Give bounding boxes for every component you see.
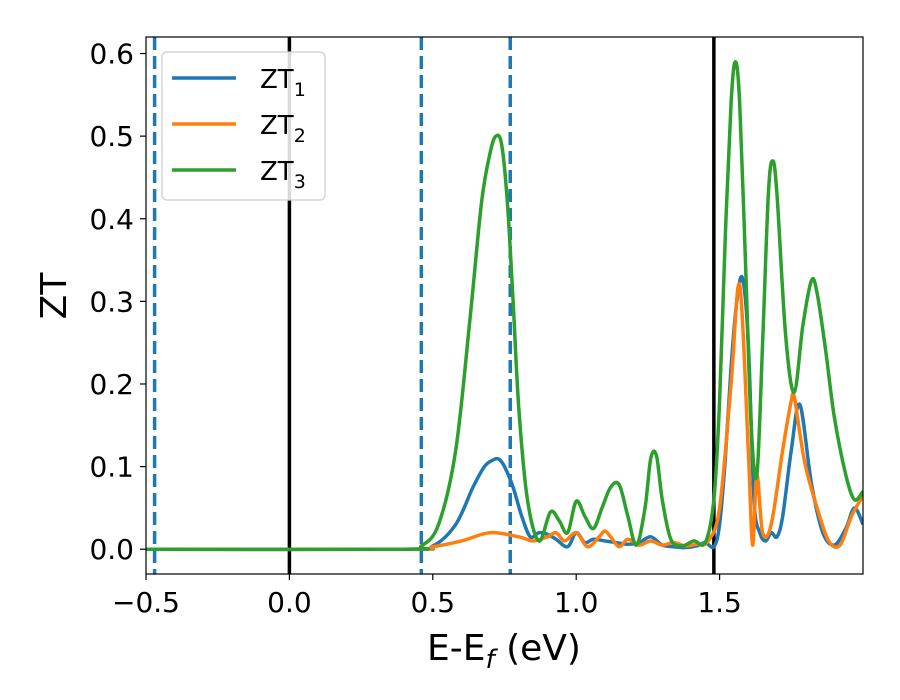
x-tick-label: 1.0 [554,586,599,619]
legend: ZT1 ZT2 ZT3 [161,51,326,201]
plot-area [146,37,863,574]
legend-label-zt2: ZT2 [260,111,306,147]
y-tick-label: 0.1 [89,451,134,484]
series-line-zt2 [146,282,863,552]
axes: −0.5 0.0 0.5 1.0 1.5 0.0 0.1 0.2 0.3 0.4 0.5 0.6 [89,36,864,619]
y-tick-label: 0.0 [89,533,134,566]
legend-box [161,51,326,201]
y-tick-label: 0.6 [89,38,134,71]
series-line-zt1 [146,274,863,552]
legend-label-zt1: ZT1 [260,65,306,101]
legend-label-zt3: ZT3 [260,157,306,193]
y-tick-label: 0.2 [89,368,134,401]
x-axis-label-main: E-E [427,628,485,669]
y-axis-label: ZT [34,272,75,320]
plot-frame [145,36,864,575]
series-line-zt3 [146,60,863,552]
y-tick-label: 0.5 [89,120,134,153]
y-tick-label: 0.4 [89,203,134,236]
x-tick-label: 1.5 [697,586,742,619]
x-axis-label-unit: (eV) [495,628,581,669]
x-axis-label: E-Ef (eV) [427,628,581,675]
x-tick-label: 0.0 [267,586,312,619]
x-tick-label: 0.5 [411,586,456,619]
y-tick-label: 0.3 [89,285,134,318]
x-tick-label: −0.5 [112,586,180,619]
